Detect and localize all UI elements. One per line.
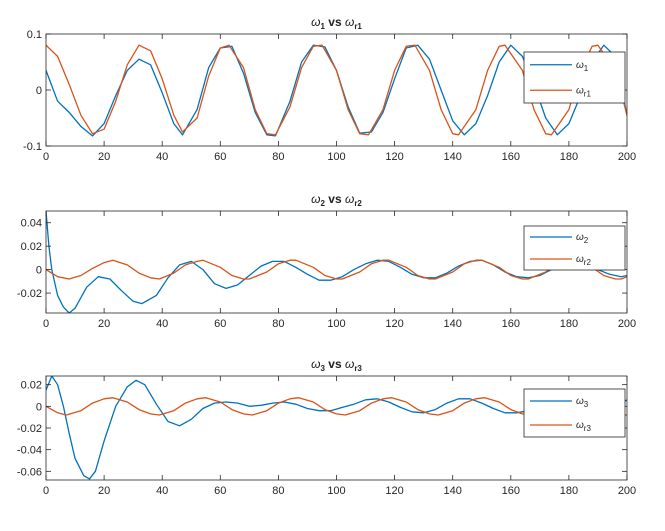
y-tick-label: 0 <box>36 265 42 277</box>
x-tick-label: 20 <box>98 485 110 497</box>
title-main-subscript: 1 <box>320 22 325 31</box>
legend: ω3 ωr3 <box>523 388 626 438</box>
x-tick-label: 120 <box>385 485 403 497</box>
legend-label: ωr1 <box>576 85 591 98</box>
legend-box <box>523 225 626 271</box>
legend-label: ω3 <box>576 396 589 409</box>
x-tick-label: 20 <box>98 151 110 163</box>
y-tick-label: -0.04 <box>17 445 42 457</box>
title-mid: vs <box>325 357 345 371</box>
x-tick-label: 160 <box>502 485 520 497</box>
x-tick-label: 140 <box>444 151 462 163</box>
y-tick-label: 0.02 <box>21 380 42 392</box>
x-tick-label: 200 <box>618 318 636 330</box>
x-tick-label: 80 <box>272 485 284 497</box>
x-tick-label: 180 <box>560 151 578 163</box>
x-tick-label: 200 <box>618 485 636 497</box>
x-tick-label: 40 <box>156 318 168 330</box>
legend-label: ω1 <box>576 60 589 73</box>
title-main: ω <box>311 15 320 29</box>
x-tick-label: 200 <box>618 151 636 163</box>
x-tick-label: 160 <box>502 151 520 163</box>
y-tick-label: 0.02 <box>21 241 42 253</box>
x-tick-label: 140 <box>444 318 462 330</box>
title-ref: ω <box>345 192 354 206</box>
subplot-title: ω1 vs ωr1 <box>311 15 362 31</box>
x-tick-label: 60 <box>214 151 226 163</box>
y-tick-label: -0.06 <box>17 466 42 478</box>
title-ref-subscript: r2 <box>354 199 362 208</box>
x-tick-label: 160 <box>502 318 520 330</box>
x-tick-label: 20 <box>98 318 110 330</box>
y-tick-label: 0 <box>36 85 42 97</box>
title-main: ω <box>311 357 320 371</box>
subplot-title: ω2 vs ωr2 <box>311 192 362 208</box>
y-tick-label: 0.1 <box>27 29 42 41</box>
x-tick-label: 40 <box>156 151 168 163</box>
y-tick-label: -0.02 <box>17 423 42 435</box>
legend-label: ωr2 <box>576 254 591 267</box>
x-tick-label: 120 <box>385 151 403 163</box>
x-tick-label: 60 <box>214 318 226 330</box>
title-main-subscript: 3 <box>320 364 325 373</box>
title-ref-subscript: r3 <box>354 364 362 373</box>
series-line-omega-ref <box>46 259 627 280</box>
x-tick-label: 0 <box>43 485 49 497</box>
legend-box <box>523 51 626 104</box>
title-ref-subscript: r1 <box>354 22 362 31</box>
x-tick-label: 100 <box>327 318 345 330</box>
y-tick-label: 0.04 <box>21 218 42 230</box>
legend: ω2 ωr2 <box>523 225 626 271</box>
y-tick-label: -0.02 <box>17 288 42 300</box>
x-tick-label: 180 <box>560 485 578 497</box>
legend-label: ω2 <box>576 232 589 245</box>
x-tick-label: 80 <box>272 151 284 163</box>
x-tick-label: 100 <box>327 485 345 497</box>
y-tick-label: 0 <box>36 401 42 413</box>
x-tick-label: 100 <box>327 151 345 163</box>
x-tick-label: 60 <box>214 485 226 497</box>
x-tick-label: 120 <box>385 318 403 330</box>
x-tick-label: 140 <box>444 485 462 497</box>
x-tick-label: 180 <box>560 318 578 330</box>
subplot-title: ω3 vs ωr3 <box>311 357 362 373</box>
title-main-subscript: 2 <box>320 199 325 208</box>
x-tick-label: 0 <box>43 318 49 330</box>
legend-box <box>523 388 626 438</box>
x-tick-label: 80 <box>272 318 284 330</box>
title-mid: vs <box>325 15 345 29</box>
legend: ω1 ωr1 <box>523 51 626 104</box>
title-mid: vs <box>325 192 345 206</box>
y-tick-label: -0.1 <box>23 141 42 153</box>
legend-label: ωr3 <box>576 420 591 433</box>
x-tick-label: 40 <box>156 485 168 497</box>
x-tick-label: 0 <box>43 151 49 163</box>
title-main: ω <box>311 192 320 206</box>
title-ref: ω <box>345 15 354 29</box>
series-line-omega <box>46 211 627 313</box>
title-ref: ω <box>345 357 354 371</box>
